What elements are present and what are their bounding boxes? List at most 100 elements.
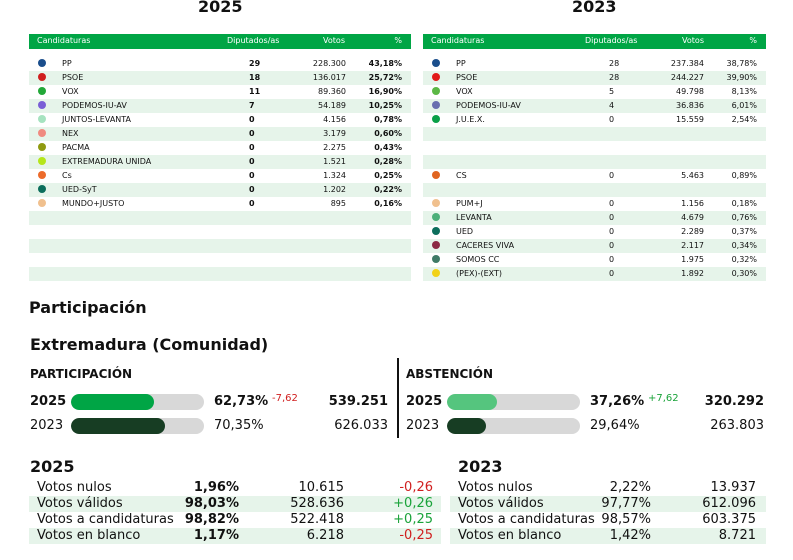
table-row	[29, 239, 411, 253]
participation-year: 2025	[30, 394, 67, 409]
summary-table-2025: Votos nulos 1,96% 10.615 -0,26 Votos válidos…	[29, 480, 441, 544]
party-pct: 10,25%	[368, 101, 402, 110]
party-votes: 1.521	[323, 157, 346, 166]
abstention-year: 2025	[406, 394, 443, 409]
party-votes: 2.289	[681, 227, 704, 236]
table-row	[423, 127, 766, 141]
party-votes: 1.892	[681, 269, 704, 278]
party-seats: 0	[249, 115, 255, 124]
party-seats: 0	[609, 171, 615, 180]
table-row	[423, 141, 766, 155]
party-seats: 28	[609, 59, 620, 68]
year-heading-2023: 2023	[572, 0, 617, 16]
party-pct: 0,89%	[731, 171, 757, 180]
party-color-dot	[432, 227, 440, 235]
party-seats: 0	[609, 115, 615, 124]
abstention-count: 320.292	[704, 394, 764, 409]
summary-row: Votos válidos 97,77% 612.096	[450, 496, 766, 512]
summary-label: Votos válidos	[458, 496, 544, 511]
party-seats: 0	[609, 255, 615, 264]
party-pct: 25,72%	[368, 73, 402, 82]
participation-bar-fill	[71, 394, 155, 410]
abstention-bar-fill	[447, 418, 487, 434]
summary-delta: -0,26	[399, 480, 433, 495]
participation-label: PARTICIPACIÓN	[30, 367, 133, 381]
party-color-dot	[38, 59, 46, 67]
table-row	[423, 183, 766, 197]
party-name: UED	[456, 227, 474, 236]
party-votes: 1.156	[681, 199, 704, 208]
summary-row: Votos a candidaturas 98,82% 522.418 +0,25	[29, 512, 441, 528]
party-color-dot	[432, 213, 440, 221]
table-row	[29, 211, 411, 225]
summary-row: Votos nulos 2,22% 13.937	[450, 480, 766, 496]
party-pct: 0,28%	[374, 157, 402, 166]
party-color-dot	[38, 115, 46, 123]
abstention-delta: +7,62	[648, 393, 679, 404]
header-pct: %	[394, 36, 402, 45]
party-color-dot	[38, 143, 46, 151]
summary-label: Votos nulos	[37, 480, 112, 495]
party-name: MUNDO+JUSTO	[62, 199, 125, 208]
party-color-dot	[38, 87, 46, 95]
party-pct: 0,25%	[374, 171, 402, 180]
participation-pct: 62,73%	[214, 394, 269, 409]
party-pct: 0,43%	[374, 143, 402, 152]
party-pct: 0,37%	[731, 227, 757, 236]
party-seats: 0	[249, 143, 255, 152]
party-name: CACERES VIVA	[456, 241, 515, 250]
table-row: PODEMOS-IU-AV 7 54.189 10,25%	[29, 99, 411, 113]
abstention-pct: 29,64%	[590, 418, 640, 433]
header-pct: %	[749, 36, 757, 45]
table-row: PSOE 18 136.017 25,72%	[29, 71, 411, 85]
party-color-dot	[38, 73, 46, 81]
party-votes: 1.975	[681, 255, 704, 264]
table-row: VOX 5 49.798 8,13%	[423, 85, 766, 99]
summary-label: Votos en blanco	[458, 528, 562, 543]
summary-count: 13.937	[710, 480, 757, 495]
party-seats: 0	[609, 269, 615, 278]
party-name: PUM+J	[456, 199, 483, 208]
abstention-count: 263.803	[710, 418, 764, 433]
table-row: PODEMOS-IU-AV 4 36.836 6,01%	[423, 99, 766, 113]
abstention-label: ABSTENCIÓN	[406, 367, 494, 381]
party-votes: 5.463	[681, 171, 704, 180]
party-seats: 11	[249, 87, 261, 96]
summary-table-2023: Votos nulos 2,22% 13.937 Votos válidos 97,77…	[450, 480, 766, 544]
party-name: LEVANTA	[456, 213, 492, 222]
party-votes: 36.836	[676, 101, 704, 110]
party-seats: 0	[249, 157, 255, 166]
summary-pct: 1,96%	[193, 480, 239, 495]
party-seats: 4	[609, 101, 615, 110]
party-color-dot	[432, 171, 440, 179]
party-pct: 0,32%	[731, 255, 757, 264]
table-row: UED 0 2.289 0,37%	[423, 225, 766, 239]
party-name: EXTREMADURA UNIDA	[62, 157, 152, 166]
table-row: UED-SyT 0 1.202 0,22%	[29, 183, 411, 197]
party-color-dot	[432, 115, 440, 123]
party-name: CS	[456, 171, 467, 180]
party-color-dot	[432, 101, 440, 109]
party-name: PSOE	[456, 73, 478, 82]
header-seats: Diputados/as	[227, 36, 280, 45]
party-pct: 0,60%	[374, 129, 402, 138]
table-row: NEX 0 3.179 0,60%	[29, 127, 411, 141]
summary-delta: +0,25	[393, 512, 433, 527]
participation-bar-fill	[71, 418, 165, 434]
party-color-dot	[38, 185, 46, 193]
table-row: MUNDO+JUSTO 0 895 0,16%	[29, 197, 411, 211]
party-color-dot	[432, 241, 440, 249]
party-votes: 15.559	[676, 115, 704, 124]
summary-count: 10.615	[298, 480, 345, 495]
summary-row: Votos a candidaturas 98,57% 603.375	[450, 512, 766, 528]
party-pct: 8,13%	[731, 87, 757, 96]
party-seats: 0	[609, 199, 615, 208]
summary-count: 612.096	[702, 496, 756, 511]
party-color-dot	[432, 73, 440, 81]
party-name: NEX	[62, 129, 79, 138]
party-seats: 0	[249, 129, 255, 138]
participation-bar	[71, 418, 204, 434]
summary-count: 603.375	[702, 512, 756, 527]
abstention-bar-fill	[447, 394, 497, 410]
party-color-dot	[432, 199, 440, 207]
